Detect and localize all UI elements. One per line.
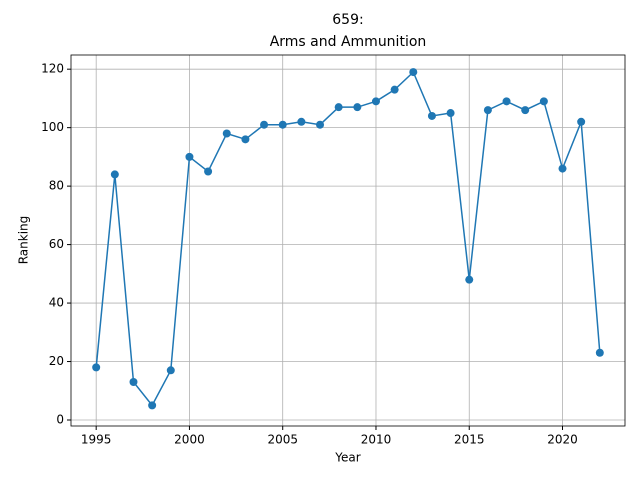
line bbox=[95, 70, 601, 407]
y-tick-label: 0 bbox=[56, 413, 64, 427]
marker bbox=[297, 117, 306, 126]
marker bbox=[409, 68, 418, 77]
marker bbox=[185, 152, 194, 161]
x-axis-label: Year bbox=[334, 451, 360, 465]
marker bbox=[353, 103, 362, 112]
marker bbox=[204, 167, 213, 176]
marker bbox=[166, 366, 175, 375]
marker bbox=[502, 97, 511, 106]
x-tick-label: 1995 bbox=[81, 433, 112, 447]
x-tick-label: 2015 bbox=[454, 433, 485, 447]
marker bbox=[558, 164, 567, 173]
y-tick-label: 120 bbox=[41, 62, 64, 76]
marker bbox=[278, 120, 287, 129]
marker bbox=[446, 109, 455, 118]
marker bbox=[316, 120, 325, 129]
marker bbox=[222, 129, 231, 138]
x-tick-label: 2020 bbox=[547, 433, 578, 447]
marker bbox=[92, 363, 101, 372]
marker bbox=[110, 170, 119, 179]
marker bbox=[390, 85, 399, 94]
marker bbox=[260, 120, 269, 129]
marker bbox=[539, 97, 548, 106]
x-tick-label: 2005 bbox=[267, 433, 298, 447]
marker bbox=[595, 348, 604, 357]
y-tick-label: 40 bbox=[49, 296, 64, 310]
chart-title: Arms and Ammunition bbox=[270, 34, 427, 50]
y-tick-label: 20 bbox=[49, 354, 64, 368]
marker bbox=[371, 97, 380, 106]
marker bbox=[483, 106, 492, 115]
x-tick-label: 2000 bbox=[174, 433, 205, 447]
y-tick-label: 100 bbox=[41, 120, 64, 134]
marker bbox=[148, 401, 157, 410]
chart-title: 659: bbox=[332, 12, 363, 28]
marker bbox=[521, 106, 530, 115]
marker bbox=[577, 117, 586, 126]
marker bbox=[427, 111, 436, 120]
x-tick-label: 2010 bbox=[361, 433, 392, 447]
marker bbox=[465, 275, 474, 284]
y-tick-label: 60 bbox=[49, 237, 64, 251]
y-tick-label: 80 bbox=[49, 179, 64, 193]
marker bbox=[334, 103, 343, 112]
marker bbox=[129, 378, 138, 387]
plot-frame bbox=[70, 54, 626, 427]
y-axis-label: Ranking bbox=[17, 216, 31, 265]
marker bbox=[241, 135, 250, 144]
